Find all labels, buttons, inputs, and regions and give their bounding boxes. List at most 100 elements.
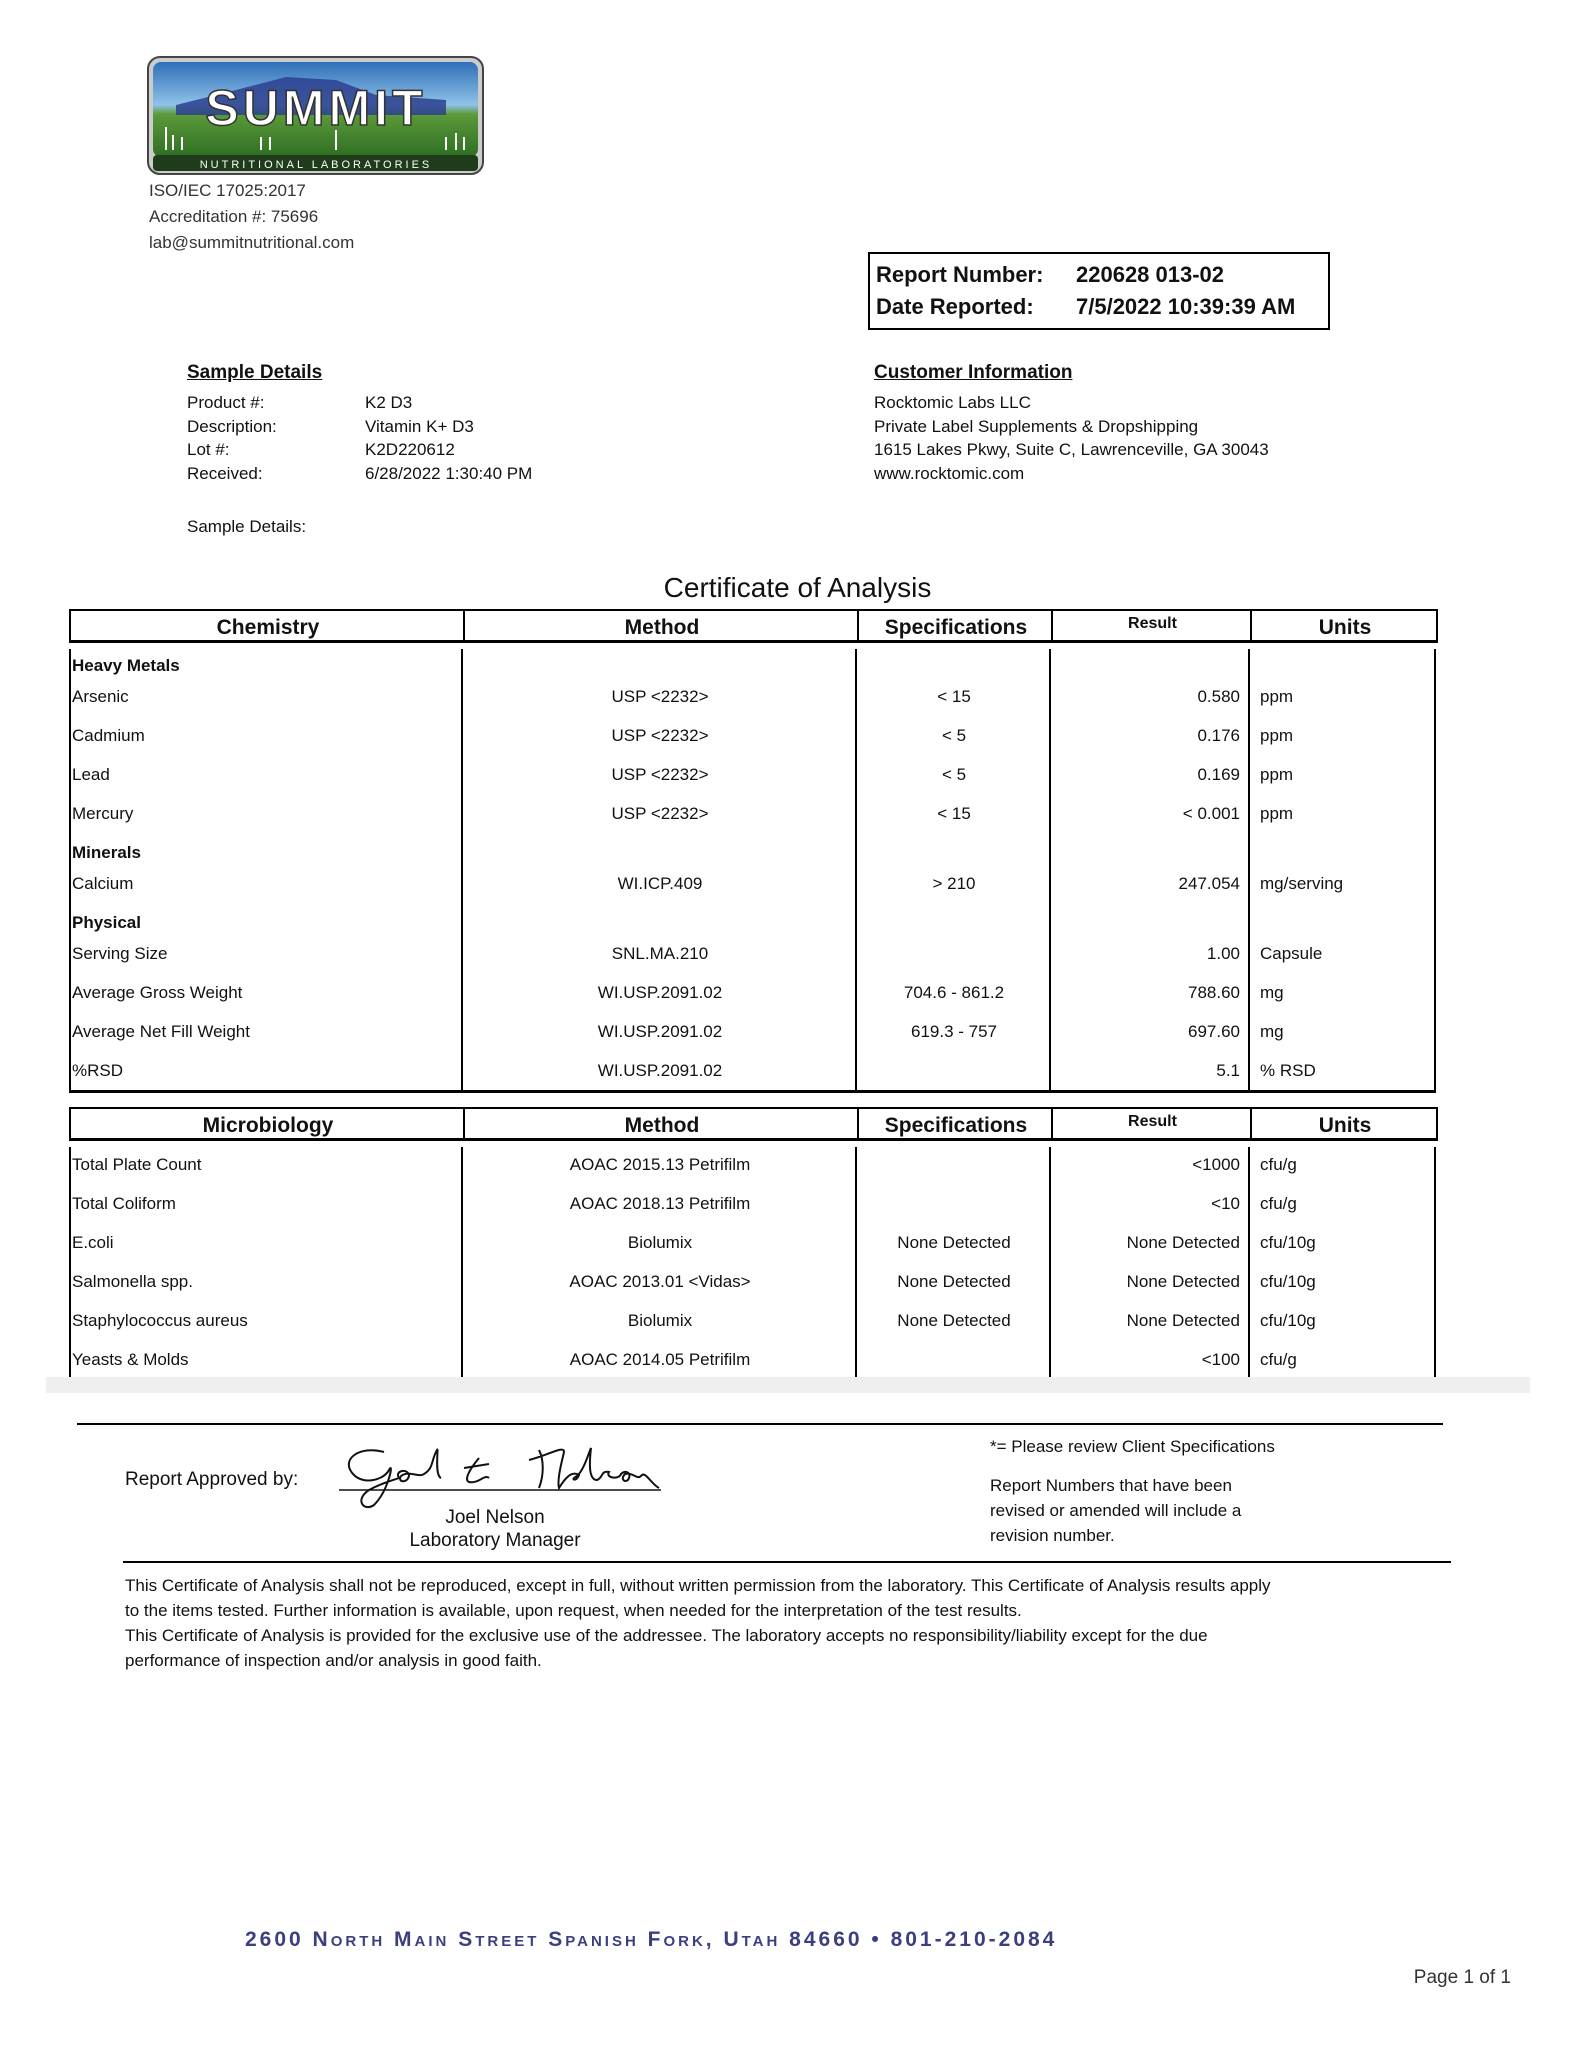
- test-units: cfu/10g: [1260, 1311, 1316, 1330]
- column-divider: [857, 611, 859, 640]
- sample-field-label: Received:: [187, 463, 263, 483]
- iso-standard: ISO/IEC 17025:2017: [149, 181, 306, 200]
- column-header-units: Units: [1318, 616, 1372, 639]
- column-divider: [1051, 611, 1053, 640]
- table-body: Total Plate Count AOAC 2015.13 Petrifilm <…: [69, 1147, 1436, 1380]
- test-units: mg/serving: [1260, 874, 1344, 893]
- test-name: Average Gross Weight: [72, 983, 243, 1002]
- summit-logo: SUMMIT NUTRITIONAL LABORATORIES: [146, 55, 485, 176]
- test-units: mg: [1260, 983, 1284, 1002]
- disclaimer-line: This Certificate of Analysis is provided…: [125, 1626, 1208, 1645]
- test-result: 697.60: [1188, 1022, 1240, 1041]
- test-name: Lead: [72, 765, 110, 784]
- test-result: <100: [1201, 1350, 1240, 1369]
- column-divider: [463, 1109, 465, 1138]
- table-row: Total Plate Count AOAC 2015.13 Petrifilm <…: [69, 1151, 1436, 1181]
- test-units: Capsule: [1260, 944, 1323, 963]
- approver-name: Joel Nelson: [445, 1507, 545, 1528]
- test-specification: > 210: [932, 874, 976, 893]
- test-units: ppm: [1260, 687, 1294, 706]
- column-divider: [1051, 1109, 1053, 1138]
- test-result: None Detected: [1126, 1272, 1240, 1291]
- test-units: cfu/g: [1260, 1350, 1297, 1369]
- test-specification: < 15: [937, 687, 971, 706]
- column-header-chemistry: Chemistry: [216, 616, 320, 639]
- column-header-microbiology: Microbiology: [202, 1114, 334, 1137]
- table-row: Yeasts & Molds AOAC 2014.05 Petrifilm <100…: [69, 1346, 1436, 1376]
- test-result: 788.60: [1188, 983, 1240, 1002]
- divider-strip: [46, 1377, 1530, 1393]
- column-divider: [1049, 1147, 1051, 1377]
- table-row: Average Gross Weight WI.USP.2091.02 704.6 …: [69, 979, 1436, 1009]
- column-header-specifications: Specifications: [884, 1114, 1028, 1137]
- table-row: %RSD WI.USP.2091.02 5.1 % RSD: [69, 1057, 1436, 1087]
- disclaimer-line: performance of inspection and/or analysi…: [125, 1651, 542, 1670]
- column-header-result: Result: [1128, 1113, 1177, 1130]
- test-result: 5.1: [1216, 1061, 1240, 1080]
- test-units: cfu/g: [1260, 1194, 1297, 1213]
- test-method: WI.USP.2091.02: [597, 983, 723, 1002]
- divider: [123, 1561, 1451, 1563]
- test-specification: < 5: [941, 726, 967, 745]
- test-method: WI.ICP.409: [617, 874, 703, 893]
- test-specification: 704.6 - 861.2: [903, 983, 1005, 1002]
- sample-field-label: Description:: [187, 416, 277, 436]
- test-name: Cadmium: [72, 726, 145, 745]
- table-row: Serving Size SNL.MA.210 1.00 Capsule: [69, 940, 1436, 970]
- test-method: USP <2232>: [611, 687, 709, 706]
- column-divider: [857, 1109, 859, 1138]
- test-result: None Detected: [1126, 1233, 1240, 1252]
- sample-field-value: Vitamin K+ D3: [365, 416, 474, 436]
- column-divider: [1250, 1109, 1252, 1138]
- report-info-box: Report Number: 220628 013-02 Date Report…: [868, 252, 1330, 330]
- revision-note-line: Report Numbers that have been: [990, 1476, 1232, 1495]
- test-name: Staphylococcus aureus: [72, 1311, 248, 1330]
- table-row: E.coli Biolumix None Detected None Detected…: [69, 1229, 1436, 1259]
- test-result: 0.176: [1197, 726, 1240, 745]
- approver-title: Laboratory Manager: [409, 1530, 581, 1551]
- table-row: Calcium WI.ICP.409 > 210 247.054 mg/serving: [69, 870, 1436, 900]
- test-units: ppm: [1260, 804, 1294, 823]
- report-number: 220628 013-02: [1076, 262, 1225, 287]
- test-name: Calcium: [72, 874, 134, 893]
- test-specification: < 5: [941, 765, 967, 784]
- test-result: <10: [1211, 1194, 1240, 1213]
- column-divider: [1250, 611, 1252, 640]
- group-heading-row: Physical: [69, 909, 1436, 939]
- customer-info-heading: Customer Information: [874, 362, 1073, 383]
- date-reported: 7/5/2022 10:39:39 AM: [1076, 294, 1296, 319]
- table-border: [69, 1147, 71, 1377]
- revision-note-line: revision number.: [990, 1526, 1115, 1545]
- sample-field-value: K2 D3: [365, 393, 413, 412]
- test-name: Salmonella spp.: [72, 1272, 193, 1291]
- column-divider: [1248, 649, 1250, 1090]
- test-specification: None Detected: [897, 1311, 1011, 1330]
- sample-field-label: Product #:: [187, 393, 265, 412]
- table-header: Microbiology Method Specifications Result Un…: [69, 1107, 1438, 1141]
- table-border: [1434, 1147, 1436, 1377]
- test-specification: None Detected: [897, 1272, 1011, 1291]
- customer-info-line: www.rocktomic.com: [874, 463, 1025, 483]
- test-method: AOAC 2018.13 Petrifilm: [569, 1194, 751, 1213]
- test-result: None Detected: [1126, 1311, 1240, 1330]
- test-units: cfu/10g: [1260, 1233, 1316, 1252]
- test-result: 0.169: [1197, 765, 1240, 784]
- footer-address: 2600 North Main Street Spanish Fork, Uta…: [245, 1928, 1058, 1951]
- group-heading: Heavy Metals: [72, 656, 180, 675]
- test-method: SNL.MA.210: [611, 944, 709, 963]
- document-title: Certificate of Analysis: [663, 572, 932, 603]
- test-units: cfu/10g: [1260, 1272, 1316, 1291]
- test-name: E.coli: [72, 1233, 114, 1252]
- report-number-label: Report Number:: [876, 262, 1044, 287]
- test-method: USP <2232>: [611, 765, 709, 784]
- test-result: 0.580: [1197, 687, 1240, 706]
- column-divider: [1248, 1147, 1250, 1377]
- date-reported-label: Date Reported:: [876, 294, 1034, 319]
- disclaimer-line: to the items tested. Further information…: [125, 1601, 1022, 1620]
- test-specification: None Detected: [897, 1233, 1011, 1252]
- group-heading: Minerals: [72, 843, 141, 862]
- sample-details-heading: Sample Details: [187, 362, 323, 383]
- table-row: Total Coliform AOAC 2018.13 Petrifilm <10 c…: [69, 1190, 1436, 1220]
- table-header: Chemistry Method Specifications Result Units: [69, 609, 1438, 643]
- customer-info-line: Rocktomic Labs LLC: [874, 393, 1031, 412]
